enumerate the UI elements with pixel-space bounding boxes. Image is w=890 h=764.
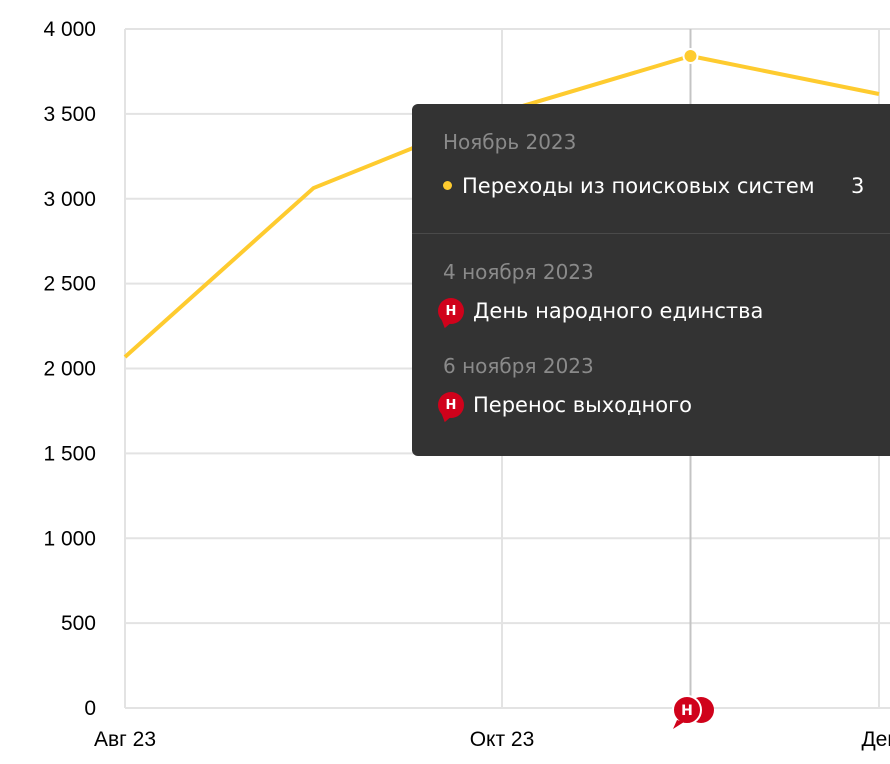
event-item: Н День народного единства: [438, 298, 763, 324]
x-tick-label: Авг 23: [94, 728, 156, 751]
series-color-dot: [443, 180, 452, 190]
tooltip-period: Ноябрь 2023: [443, 130, 577, 154]
y-tick-label: 500: [61, 612, 96, 635]
x-tick-label: Дек: [861, 728, 890, 751]
y-tick-label: 4 000: [43, 18, 96, 41]
event-date: 6 ноября 2023: [443, 354, 594, 378]
y-tick-label: 3 000: [43, 188, 96, 211]
tooltip: Ноябрь 2023 Переходы из поисковых систем…: [412, 104, 890, 456]
data-point: [682, 47, 699, 64]
tooltip-series-label: Переходы из поисковых систем: [462, 174, 815, 198]
x-tick-label: Окт 23: [470, 728, 535, 751]
event-item: Н Перенос выходного: [438, 392, 692, 418]
y-tick-label: 0: [84, 697, 96, 720]
y-tick-label: 2 000: [43, 358, 96, 381]
tooltip-divider: [412, 233, 890, 234]
y-tick-label: 1 000: [43, 527, 96, 550]
holiday-marker-tail: [673, 720, 684, 729]
y-tick-label: 3 500: [43, 103, 96, 126]
holiday-marker[interactable]: [672, 695, 702, 725]
holiday-marker-badge: Н: [681, 703, 693, 719]
tooltip-series-value: 3: [851, 174, 865, 198]
y-axis: 0 500 1 000 1 500 2 000 2 500 3 000 3 500 4 000: [43, 18, 96, 720]
event-name: День народного единства: [473, 299, 764, 323]
holiday-icon: Н: [438, 298, 464, 324]
event-markers[interactable]: Н: [672, 695, 714, 729]
tooltip-series: Переходы из поисковых систем: [443, 174, 815, 198]
x-axis: Авг 23 Окт 23 Дек: [94, 728, 890, 751]
holiday-icon: Н: [438, 392, 464, 418]
event-name: Перенос выходного: [473, 393, 692, 417]
y-tick-label: 1 500: [43, 442, 96, 465]
y-tick-label: 2 500: [43, 273, 96, 296]
event-date: 4 ноября 2023: [443, 260, 594, 284]
